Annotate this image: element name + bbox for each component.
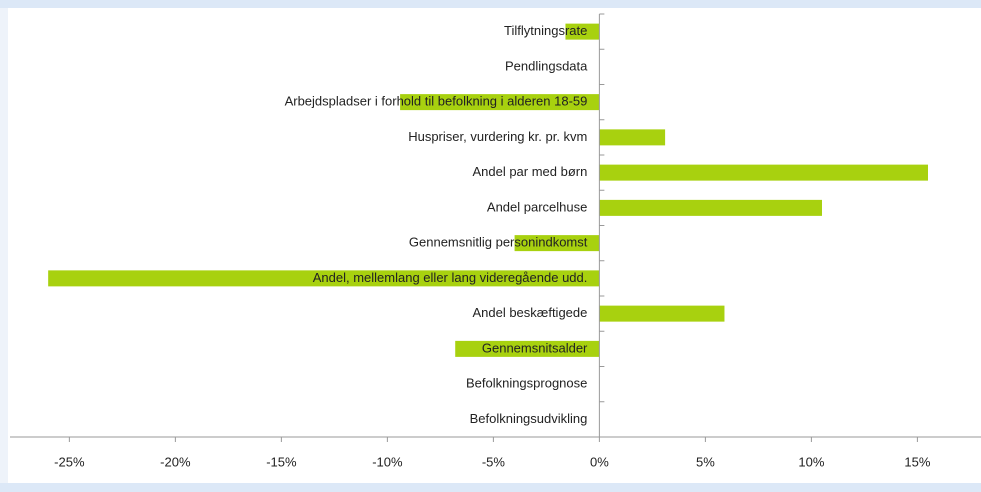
category-label: Andel par med børn (472, 164, 587, 179)
category-label: Andel beskæftigede (472, 305, 587, 320)
x-tick-label: 5% (696, 454, 715, 469)
category-label: Tilflytningsrate (504, 23, 587, 38)
x-tick-label: -15% (266, 454, 297, 469)
category-label: Andel parcelhuse (487, 199, 587, 214)
bar (599, 164, 928, 181)
bar (599, 305, 725, 322)
category-label: Befolkningsprognose (466, 376, 587, 391)
category-label: Gennemsnitlig personindkomst (409, 235, 588, 250)
category-label: Arbejdspladser i forhold til befolkning … (285, 94, 588, 109)
bar (599, 199, 822, 216)
left-strip (0, 8, 8, 483)
bar (599, 129, 666, 146)
bar (565, 23, 600, 40)
x-tick-label: 10% (798, 454, 824, 469)
bar (514, 235, 600, 252)
x-tick-label: -25% (54, 454, 85, 469)
category-label: Huspriser, vurdering kr. pr. kvm (408, 129, 587, 144)
category-label: Pendlingsdata (505, 58, 588, 73)
bar (400, 94, 600, 111)
x-tick-label: -20% (160, 454, 191, 469)
x-tick-label: 15% (904, 454, 930, 469)
top-strip (0, 0, 981, 8)
bar (455, 340, 600, 357)
category-label: Gennemsnitsalder (482, 340, 588, 355)
x-tick-label: 0% (590, 454, 609, 469)
x-tick-label: -10% (372, 454, 403, 469)
bar (48, 270, 600, 287)
category-label: Andel, mellemlang eller lang videregåend… (313, 270, 588, 285)
x-tick-label: -5% (482, 454, 506, 469)
category-label: Befolkningsudvikling (470, 411, 588, 426)
bottom-strip (0, 483, 981, 492)
